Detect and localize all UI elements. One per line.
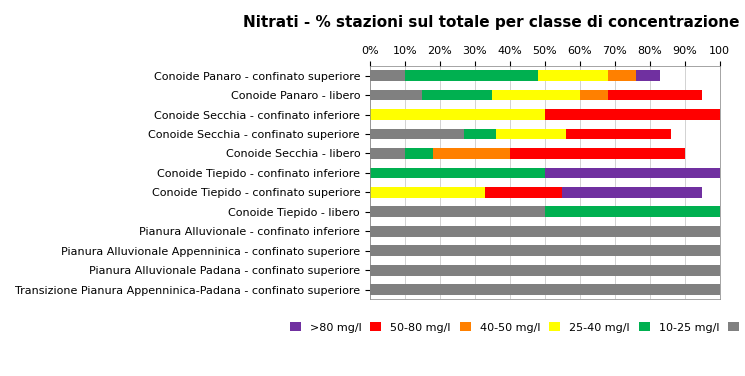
Bar bbox=[370, 70, 405, 81]
Bar bbox=[485, 187, 562, 198]
Bar bbox=[405, 148, 433, 159]
Bar bbox=[492, 90, 580, 100]
Bar bbox=[580, 90, 608, 100]
Bar bbox=[370, 206, 545, 217]
Bar bbox=[370, 187, 485, 198]
Bar bbox=[545, 206, 720, 217]
Bar bbox=[545, 168, 720, 178]
Bar bbox=[464, 129, 495, 139]
Bar bbox=[370, 226, 720, 237]
Bar bbox=[635, 70, 660, 81]
Bar bbox=[370, 265, 720, 276]
Bar bbox=[495, 129, 565, 139]
Bar bbox=[608, 90, 702, 100]
Bar bbox=[370, 284, 720, 295]
Bar bbox=[433, 148, 510, 159]
Bar bbox=[538, 70, 608, 81]
Bar bbox=[562, 187, 702, 198]
Bar bbox=[370, 168, 545, 178]
Bar bbox=[370, 90, 422, 100]
Bar bbox=[608, 70, 635, 81]
Bar bbox=[370, 148, 405, 159]
Bar bbox=[545, 109, 720, 120]
Title: Nitrati - % stazioni sul totale per classe di concentrazione - anno 2015: Nitrati - % stazioni sul totale per clas… bbox=[243, 15, 745, 30]
Bar bbox=[405, 70, 538, 81]
Bar bbox=[370, 129, 464, 139]
Bar bbox=[565, 129, 670, 139]
Bar bbox=[422, 90, 492, 100]
Bar bbox=[370, 246, 720, 256]
Bar bbox=[510, 148, 685, 159]
Bar bbox=[370, 109, 545, 120]
Legend: >80 mg/l, 50-80 mg/l, 40-50 mg/l, 25-40 mg/l, 10-25 mg/l, <10 mg/l: >80 mg/l, 50-80 mg/l, 40-50 mg/l, 25-40 … bbox=[286, 319, 745, 336]
